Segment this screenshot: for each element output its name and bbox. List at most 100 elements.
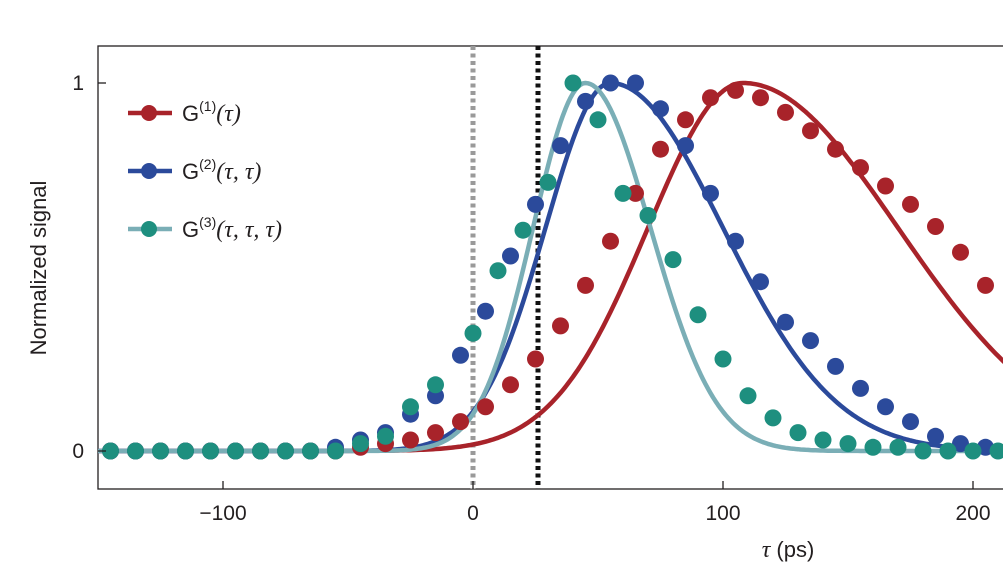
data-point-series-2 <box>827 357 844 375</box>
data-point-series-2 <box>952 435 969 453</box>
data-point-series-3 <box>202 442 219 460</box>
data-point-series-3 <box>889 438 907 456</box>
data-point-series-3 <box>664 251 682 269</box>
x-tick-label: −100 <box>199 502 246 525</box>
data-point-series-2 <box>652 100 669 118</box>
plot-frame <box>97 45 1003 490</box>
data-point-series-2 <box>602 74 619 92</box>
data-point-series-1 <box>402 431 419 449</box>
data-point-series-2 <box>677 137 694 155</box>
data-point-series-1 <box>877 177 894 195</box>
data-point-series-3 <box>427 376 444 394</box>
data-point-series-1 <box>777 103 794 121</box>
y-axis-label: Normalized signal <box>26 181 51 356</box>
data-point-series-1 <box>427 424 444 442</box>
legend-swatch-marker <box>141 163 157 179</box>
data-point-series-1 <box>952 243 969 261</box>
data-point-series-1 <box>627 184 644 202</box>
legend-swatch-marker <box>141 221 157 237</box>
data-point-series-1 <box>527 350 544 368</box>
legend-entry-label: G(1)(τ) <box>182 98 241 127</box>
data-point-series-3 <box>227 442 244 460</box>
data-point-series-3 <box>277 442 294 460</box>
data-point-series-3 <box>464 324 482 342</box>
data-point-series-3 <box>989 442 1003 460</box>
plot-area <box>97 45 1003 490</box>
data-point-series-3 <box>939 442 957 460</box>
data-point-series-3 <box>489 262 507 280</box>
data-point-series-1 <box>852 159 869 177</box>
data-point-series-2 <box>527 195 544 213</box>
data-point-series-3 <box>102 442 119 460</box>
data-point-series-1 <box>677 111 694 129</box>
data-point-series-2 <box>702 184 719 202</box>
y-tick-label: 1 <box>72 72 84 95</box>
data-point-series-2 <box>627 74 644 92</box>
data-point-series-3 <box>252 442 269 460</box>
data-point-series-1 <box>902 195 919 213</box>
data-point-series-1 <box>552 317 569 335</box>
data-point-series-3 <box>539 173 557 191</box>
data-point-series-1 <box>452 413 469 431</box>
data-point-series-3 <box>377 427 394 445</box>
data-point-series-3 <box>864 438 882 456</box>
legend: G(1)(τ) G(2)(τ, τ) G(3)(τ, τ, τ) <box>128 98 282 243</box>
data-point-series-2 <box>927 427 944 445</box>
data-point-series-2 <box>902 413 919 431</box>
data-point-series-2 <box>502 247 519 265</box>
x-axis-symbol: τ <box>762 537 772 563</box>
data-point-series-2 <box>802 332 819 350</box>
data-point-series-3 <box>689 306 707 324</box>
fit-curve-series-3 <box>98 80 1003 454</box>
data-points <box>102 74 1003 460</box>
data-point-series-1 <box>477 398 494 416</box>
data-point-series-1 <box>702 89 719 107</box>
data-point-series-1 <box>977 276 994 294</box>
data-point-series-1 <box>727 81 744 99</box>
x-axis-unit: (ps) <box>770 537 814 562</box>
data-point-series-2 <box>727 232 744 250</box>
data-point-series-1 <box>927 218 944 235</box>
y-axis-ticks: 01 <box>72 72 106 463</box>
data-point-series-3 <box>564 74 582 92</box>
data-point-series-3 <box>302 442 319 460</box>
data-point-series-3 <box>152 442 169 460</box>
data-point-series-3 <box>589 111 607 129</box>
data-point-series-3 <box>789 424 807 442</box>
data-point-series-3 <box>177 442 194 460</box>
data-point-series-2 <box>852 379 869 397</box>
x-tick-label: 0 <box>467 502 479 525</box>
data-point-series-2 <box>877 398 894 416</box>
data-point-series-3 <box>514 221 532 239</box>
data-point-series-3 <box>402 398 419 416</box>
data-point-series-3 <box>814 431 832 449</box>
data-point-series-3 <box>739 387 757 405</box>
data-point-series-3 <box>327 442 344 460</box>
data-point-series-1 <box>602 232 619 250</box>
x-axis-ticks: −100 0 100 200 <box>199 481 991 525</box>
legend-swatch-marker <box>141 105 157 121</box>
data-point-series-3 <box>714 350 732 368</box>
data-point-series-3 <box>839 435 857 453</box>
data-point-series-3 <box>127 442 144 460</box>
data-point-series-1 <box>652 140 669 158</box>
x-axis-label: τ (ps) <box>762 537 815 563</box>
data-point-series-2 <box>552 137 569 155</box>
data-point-series-2 <box>777 313 794 331</box>
data-point-series-3 <box>614 184 632 202</box>
data-point-series-1 <box>802 122 819 140</box>
x-tick-label: 100 <box>705 502 740 525</box>
y-tick-label: 0 <box>72 440 84 463</box>
data-point-series-2 <box>477 302 494 320</box>
x-tick-label: 200 <box>955 502 990 525</box>
legend-entry-label: G(2)(τ, τ) <box>182 156 261 185</box>
data-point-series-1 <box>752 89 769 107</box>
fit-curves <box>98 80 1003 454</box>
fit-curve-series-2 <box>98 80 1003 454</box>
data-point-series-1 <box>577 276 594 294</box>
data-point-series-1 <box>827 140 844 158</box>
legend-entry-label: G(3)(τ, τ, τ) <box>182 214 282 243</box>
data-point-series-2 <box>577 92 594 110</box>
data-point-series-3 <box>352 435 369 453</box>
